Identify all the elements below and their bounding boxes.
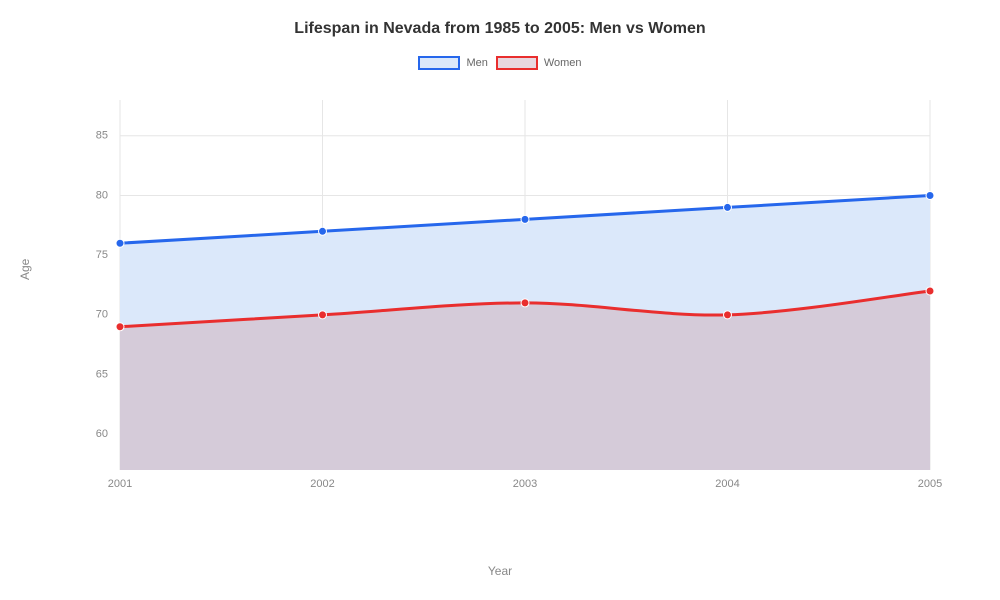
x-tick-label: 2003: [513, 478, 537, 490]
y-tick-label: 80: [96, 189, 108, 201]
data-point-women: [521, 299, 529, 307]
data-point-men: [521, 215, 529, 223]
legend-item-men: Men: [418, 56, 487, 70]
legend-swatch-women: [496, 56, 538, 70]
legend-item-women: Women: [496, 56, 582, 70]
data-point-women: [319, 311, 327, 319]
y-tick-label: 75: [96, 249, 108, 261]
data-point-men: [116, 239, 124, 247]
y-tick-label: 65: [96, 368, 108, 380]
chart-svg: 60 65 70 75 80 85 2001 2002 2003 2004 2005: [70, 90, 960, 510]
legend-swatch-men: [418, 56, 460, 70]
legend-label-men: Men: [466, 57, 487, 69]
legend-label-women: Women: [544, 57, 582, 69]
chart-container: Lifespan in Nevada from 1985 to 2005: Me…: [0, 0, 1000, 600]
data-point-women: [926, 287, 934, 295]
x-tick-label: 2002: [310, 478, 334, 490]
x-tick-label: 2005: [918, 478, 942, 490]
data-point-men: [724, 203, 732, 211]
x-tick-label: 2001: [108, 478, 132, 490]
y-axis-title: Age: [18, 259, 32, 280]
legend: Men Women: [0, 56, 1000, 70]
y-tick-label: 60: [96, 428, 108, 440]
data-point-men: [319, 227, 327, 235]
data-point-men: [926, 191, 934, 199]
data-point-women: [116, 323, 124, 331]
x-axis-title: Year: [0, 564, 1000, 578]
plot-area: 60 65 70 75 80 85 2001 2002 2003 2004 2005: [70, 90, 960, 510]
y-tick-label: 85: [96, 130, 108, 142]
y-tick-label: 70: [96, 309, 108, 321]
data-point-women: [724, 311, 732, 319]
x-tick-label: 2004: [715, 478, 739, 490]
chart-title: Lifespan in Nevada from 1985 to 2005: Me…: [0, 0, 1000, 38]
